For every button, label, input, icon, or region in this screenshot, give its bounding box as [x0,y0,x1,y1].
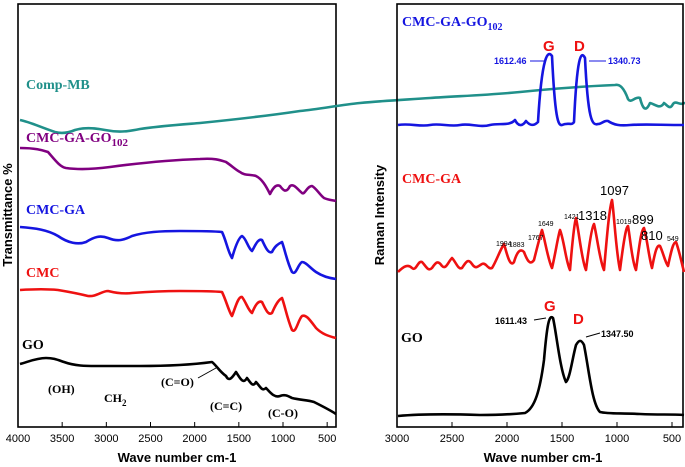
small-peak-1019: 1019 [616,219,632,226]
ftir-tick-label-3500: 3500 [50,433,74,445]
raman-tick-label-1500: 1500 [550,433,574,445]
raman-x-ticks: 3000 2500 2000 1500 1000 500 [385,422,681,445]
raman-y-axis-title: Raman Intensity [372,164,387,265]
peak-label-1611: 1611.43 [495,316,527,326]
ftir-curve-cmc [19,287,337,340]
big-peak-899: 899 [632,212,654,227]
ftir-curve-comp-mb [19,83,685,135]
annot-co-arrow [197,367,217,379]
peak-arrow-1347 [585,332,601,338]
raman-plot-frame [396,3,684,428]
raman-tick-label-2000: 2000 [495,433,519,445]
raman-label-go: GO [401,331,423,346]
peak-label-1340: 1340.73 [608,56,641,66]
ftir-tick-label-500: 500 [318,433,336,445]
annot-cc-double: (C=C) [210,399,242,413]
small-peak-1767: 1767 [528,235,544,242]
band-g-label-go: G [544,298,556,315]
big-peak-1318: 1318 [578,208,607,223]
raman-series-labels: CMC-GA-GO102 CMC-GA GO [401,15,503,346]
ftir-series-labels: Comp-MB CMC-GA-GO102 CMC-GA CMC GO [22,78,129,353]
ftir-x-axis-title: Wave number cm-1 [118,450,237,465]
small-peak-1994: 1994 [496,241,512,248]
big-peak-810: 810 [641,228,663,243]
raman-x-axis-title: Wave number cm-1 [484,450,603,465]
raman-label-cmc-ga-go102: CMC-GA-GO102 [402,15,503,33]
raman-label-cmc-ga: CMC-GA [402,172,462,187]
raman-go-annotations: G D 1611.43 1347.50 [495,298,634,339]
raman-tick-label-3000: 3000 [385,433,409,445]
small-peak-1883: 1883 [509,242,525,249]
ftir-tick-label-2500: 2500 [138,433,162,445]
small-peak-1421: 1421 [564,214,580,221]
ftir-label-cmc: CMC [26,266,59,281]
ftir-curve-cmc-ga-go102 [19,146,337,203]
raman-go102-annotations: G D 1612.46 1340.73 [494,38,641,66]
raman-panel: 3000 2500 2000 1500 1000 500 Wave number cm-1… [372,3,685,465]
ftir-label-go: GO [22,338,44,353]
annot-co-single: (C-O) [268,406,298,420]
raman-curve-cmc-ga-go102 [397,52,685,128]
ftir-curve-go [19,356,337,416]
ftir-tick-label-3000: 3000 [94,433,118,445]
ftir-y-axis-title: Transmittance % [0,163,15,267]
ftir-label-cmc-ga-go102: CMC-GA-GO102 [26,131,129,149]
peak-label-1612: 1612.46 [494,56,527,66]
ftir-label-comp-mb: Comp-MB [26,78,90,93]
peak-arrow-1611 [533,317,547,321]
ftir-panel: 4000 3500 3000 2500 2000 1500 1000 500 Wave num… [0,3,685,465]
ftir-tick-label-4000: 4000 [6,433,30,445]
ftir-tick-label-1500: 1500 [227,433,251,445]
ftir-tick-label-1000: 1000 [271,433,295,445]
ftir-x-ticks: 4000 3500 3000 2500 2000 1500 1000 500 [6,422,336,445]
small-peak-1649: 1649 [538,221,554,228]
ftir-curve-cmc-ga [19,225,337,281]
annot-oh: (OH) [48,382,75,396]
raman-tick-label-2500: 2500 [440,433,464,445]
raman-curve-cmc-ga [397,198,685,273]
big-peak-1097: 1097 [600,183,629,198]
annot-co-double: (C=O) [161,375,194,389]
ftir-tick-label-2000: 2000 [182,433,206,445]
peak-label-1347: 1347.50 [601,329,634,339]
band-g-label-go102: G [543,38,555,55]
raman-curve-go [397,315,685,418]
ftir-label-cmc-ga: CMC-GA [26,203,86,218]
raman-tick-label-500: 500 [663,433,681,445]
band-d-label-go: D [573,311,584,328]
small-peak-549: 549 [667,236,679,243]
ftir-plot-frame [17,3,337,428]
raman-cmc-ga-annotations: 1994 1883 1767 1649 1421 1318 1097 1019 … [496,183,679,249]
annot-ch2: CH2 [104,391,127,408]
raman-tick-label-1000: 1000 [605,433,629,445]
ftir-annotations: (OH) CH2 (C=O) (C=C) (C-O) [48,367,298,420]
band-d-label-go102: D [574,38,585,55]
